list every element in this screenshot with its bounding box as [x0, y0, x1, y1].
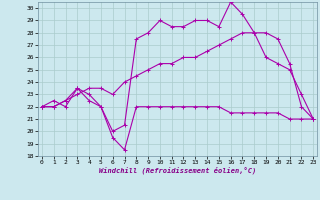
X-axis label: Windchill (Refroidissement éolien,°C): Windchill (Refroidissement éolien,°C)	[99, 167, 256, 174]
